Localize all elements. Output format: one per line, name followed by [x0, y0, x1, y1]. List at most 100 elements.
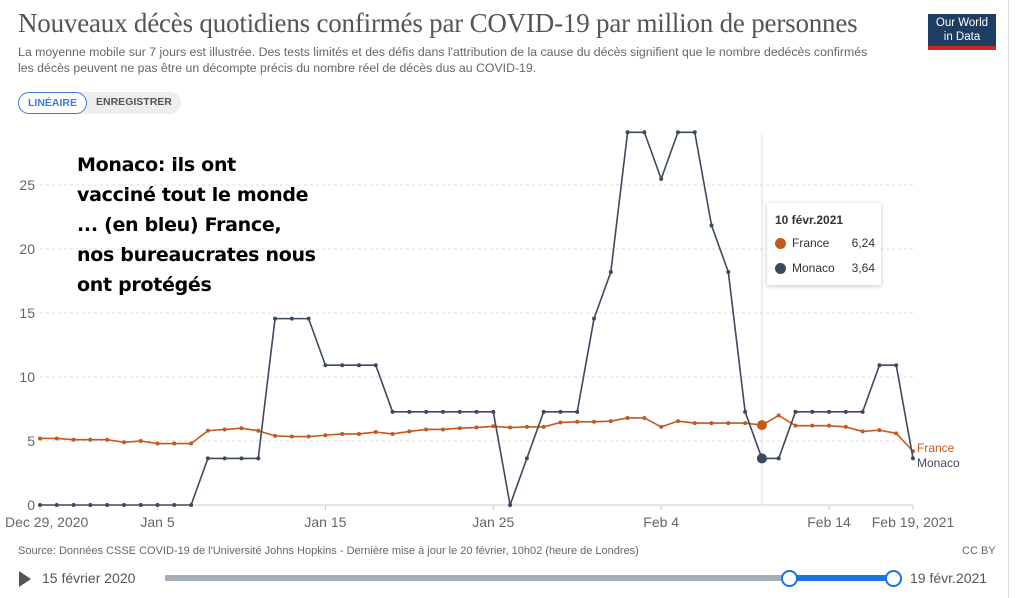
- monaco-point: [575, 409, 580, 414]
- x-tick-label: Dec 29, 2020: [5, 514, 88, 530]
- tooltip-row-monaco: Monaco 3,64: [775, 261, 875, 275]
- france-point: [424, 427, 429, 432]
- france-point: [877, 428, 882, 433]
- france-point: [155, 441, 160, 446]
- monaco-point: [474, 409, 479, 414]
- monaco-point: [541, 409, 546, 414]
- x-tick-label: Jan 15: [304, 514, 346, 530]
- y-tick-label: 0: [27, 497, 35, 513]
- license-link[interactable]: CC BY: [962, 545, 996, 557]
- france-point: [121, 440, 126, 445]
- monaco-point: [239, 456, 244, 461]
- france-point: [189, 441, 194, 446]
- monaco-point: [776, 456, 781, 461]
- timeline-selected-range[interactable]: [789, 575, 893, 581]
- france-point: [373, 430, 378, 435]
- x-tick-label: Feb 19, 2021: [872, 514, 955, 530]
- france-point: [642, 415, 647, 420]
- y-tick-label: 20: [19, 241, 35, 257]
- y-tick-label: 15: [19, 305, 35, 321]
- france-point: [306, 434, 311, 439]
- monaco-point: [323, 363, 328, 368]
- monaco-point: [306, 316, 311, 321]
- timeline-end-label: 19 févr.2021: [910, 570, 988, 586]
- x-tick-label: Feb 4: [643, 514, 679, 530]
- france-point: [88, 437, 93, 442]
- france-point: [440, 427, 445, 432]
- france-point: [340, 431, 345, 436]
- france-point: [105, 437, 110, 442]
- monaco-point: [88, 503, 93, 507]
- monaco-point: [407, 409, 412, 414]
- monaco-point: [675, 130, 680, 135]
- monaco-point: [71, 503, 76, 507]
- france-point: [273, 433, 278, 438]
- france-point: [474, 425, 479, 430]
- france-point: [793, 423, 798, 428]
- france-point: [625, 415, 630, 420]
- chart-subtitle: La moyenne mobile sur 7 jours est illust…: [18, 44, 923, 76]
- monaco-point: [172, 503, 177, 507]
- monaco-point: [756, 453, 767, 464]
- owid-logo[interactable]: Our World in Data: [928, 14, 996, 50]
- monaco-point: [289, 316, 294, 321]
- monaco-point: [273, 316, 278, 321]
- x-tick-label: Jan 25: [472, 514, 514, 530]
- france-point: [827, 423, 832, 428]
- linear-scale-button[interactable]: LINÉAIRE: [18, 92, 88, 114]
- france-point: [558, 420, 563, 425]
- france-point: [776, 413, 781, 418]
- tooltip-date: 10 févr.2021: [775, 213, 844, 227]
- monaco-point: [38, 503, 42, 507]
- france-point: [289, 434, 294, 439]
- timeline-slider-track[interactable]: [165, 575, 893, 581]
- divider: [1008, 0, 1009, 598]
- y-tick-label: 5: [27, 433, 35, 449]
- y-tick-label: 25: [19, 177, 35, 193]
- france-point: [860, 429, 865, 434]
- monaco-point: [54, 503, 59, 507]
- france-point: [894, 431, 899, 436]
- monaco-point: [743, 409, 748, 414]
- france-point: [138, 439, 143, 443]
- france-point: [756, 420, 767, 431]
- monaco-point: [793, 409, 798, 414]
- france-dot-icon: [775, 237, 786, 249]
- france-point: [743, 421, 748, 426]
- france-point: [222, 427, 227, 432]
- monaco-point: [189, 503, 194, 507]
- monaco-point: [373, 363, 378, 368]
- x-tick-label: Jan 5: [140, 514, 174, 530]
- subtitle-line-1: La moyenne mobile sur 7 jours est illust…: [18, 45, 868, 59]
- monaco-point: [709, 223, 714, 228]
- france-point: [239, 426, 244, 431]
- monaco-point: [558, 409, 563, 414]
- log-scale-button[interactable]: ENREGISTRER: [96, 96, 172, 108]
- x-tick-label: Feb 14: [807, 514, 851, 530]
- logo-line-2: in Data: [943, 31, 981, 43]
- france-point: [407, 429, 412, 434]
- play-icon[interactable]: [19, 571, 31, 587]
- annotation-text: Monaco: ils ont vacciné tout le monde ..…: [77, 154, 316, 296]
- monaco-point: [894, 363, 899, 368]
- timeline-end-handle[interactable]: [885, 570, 902, 587]
- monaco-point: [810, 409, 815, 414]
- tooltip-label: France: [792, 236, 830, 250]
- monaco-point: [659, 176, 664, 181]
- timeline-start-handle[interactable]: [781, 570, 798, 587]
- france-point: [205, 428, 210, 433]
- monaco-point: [860, 409, 865, 414]
- france-point: [71, 437, 76, 442]
- tooltip-value: 6,24: [851, 236, 875, 250]
- france-point: [457, 426, 462, 431]
- france-point: [172, 441, 177, 446]
- france-point: [659, 424, 664, 429]
- monaco-point: [424, 409, 429, 414]
- logo-line-1: Our World: [935, 17, 989, 29]
- monaco-point: [491, 409, 496, 414]
- monaco-point: [155, 503, 160, 507]
- monaco-series-label: Monaco: [917, 456, 960, 470]
- source-note: Source: Données CSSE COVID-19 de l'Unive…: [18, 545, 639, 557]
- france-point: [38, 436, 42, 441]
- france-point: [508, 425, 513, 430]
